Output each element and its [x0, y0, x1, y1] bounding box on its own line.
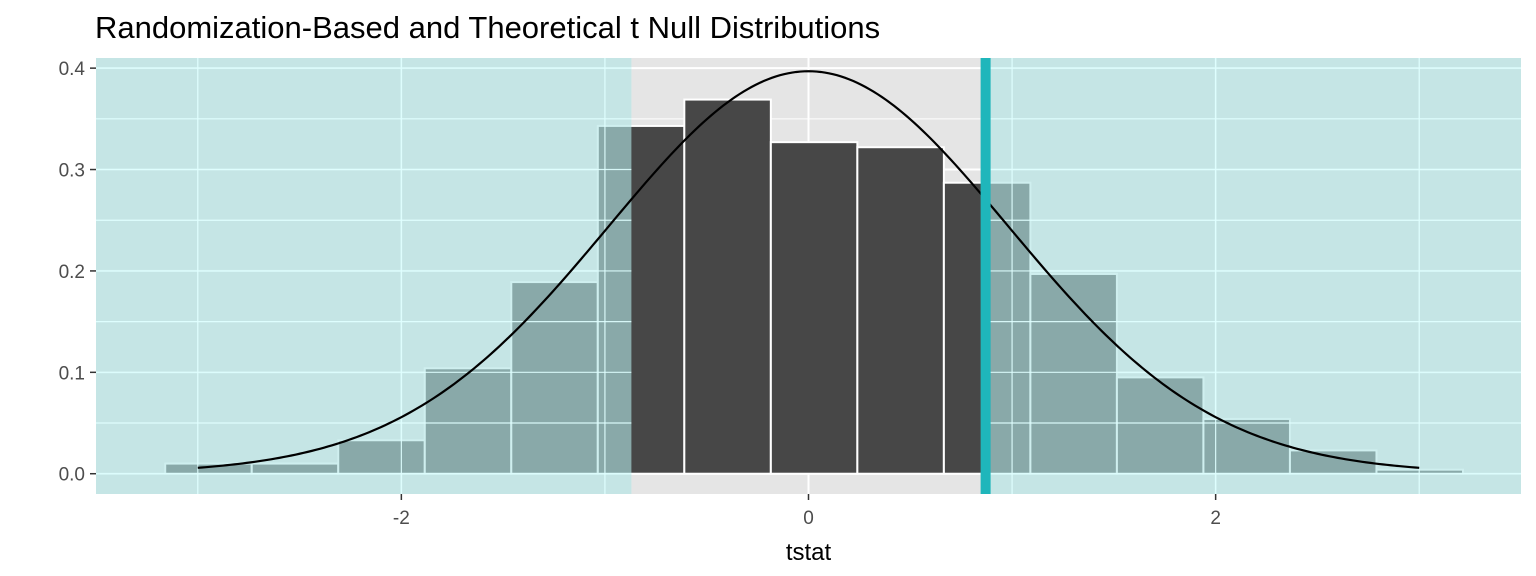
x-tick-label: -2 [393, 508, 410, 529]
histogram-bar [769, 141, 859, 475]
shaded-region [96, 58, 632, 494]
observed-statistic-line [980, 58, 991, 494]
y-tick-label: 0.0 [59, 465, 85, 486]
y-tick-label: 0.3 [59, 161, 85, 182]
x-axis-title: tstat [786, 539, 832, 566]
x-tick-label: 0 [803, 508, 814, 529]
y-tick-label: 0.4 [59, 59, 86, 80]
histogram-bar [856, 146, 945, 475]
theoretical-t-curve [197, 70, 1420, 469]
chart-title: Randomization-Based and Theoretical t Nu… [95, 10, 881, 45]
y-tick-label: 0.1 [59, 363, 85, 384]
y-tick-label: 0.2 [59, 262, 85, 283]
x-tick-label: 2 [1210, 508, 1221, 529]
shaded-region [985, 58, 1521, 494]
axes: 0.0 0.1 0.2 0.3 0.4 -2 0 2 [59, 59, 1221, 529]
shaded-p-value-regions [96, 58, 1521, 494]
histogram-bar [683, 98, 772, 475]
